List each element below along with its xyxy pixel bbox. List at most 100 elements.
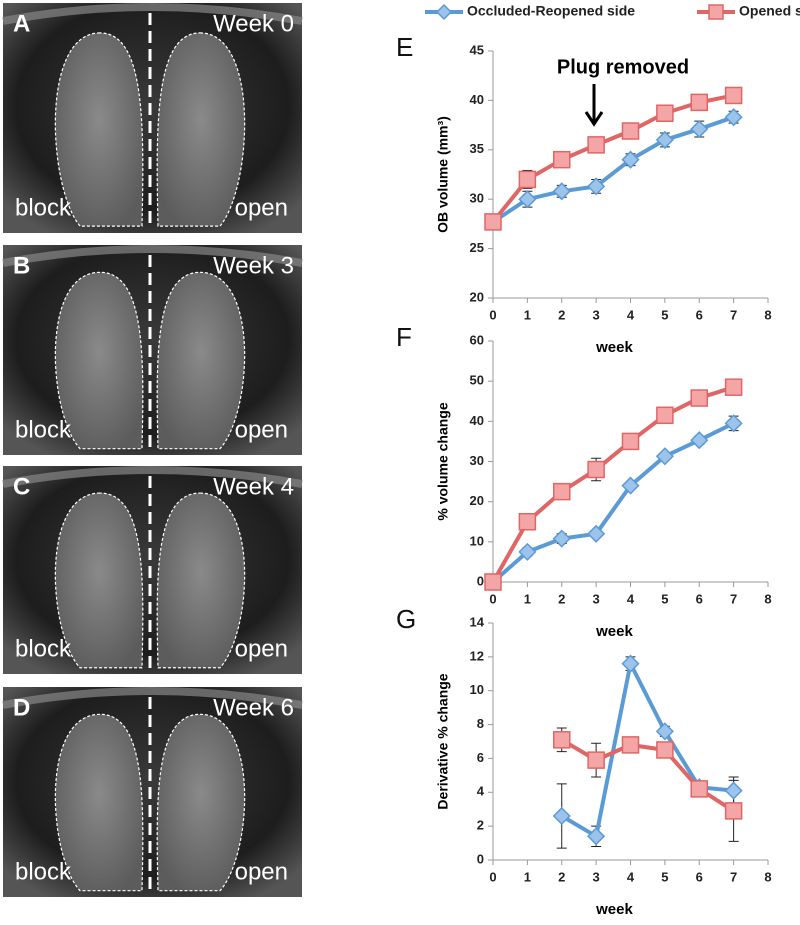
- y-tick-label: 35: [470, 141, 484, 156]
- side-label: open: [235, 635, 288, 662]
- y-tick-label: 20: [470, 493, 484, 508]
- marker: [552, 182, 571, 201]
- marker: [552, 529, 571, 548]
- annotation-arrow: [584, 84, 604, 127]
- image-panel: B Week 3 block open: [2, 245, 303, 455]
- x-axis-label: week: [595, 623, 633, 640]
- marker: [724, 781, 743, 800]
- y-tick-label: 4: [477, 784, 485, 799]
- y-tick-label: 60: [470, 332, 484, 347]
- y-tick-label: 40: [470, 413, 484, 428]
- marker: [690, 780, 708, 798]
- mri-background: [3, 3, 302, 233]
- x-tick-label: 8: [764, 869, 771, 884]
- x-tick-label: 7: [730, 307, 737, 322]
- y-axis-label: Derivative % change: [435, 673, 451, 809]
- x-tick-label: 3: [593, 591, 600, 606]
- legend-label: Occluded-Reopened side: [467, 3, 635, 19]
- y-tick-label: 14: [470, 614, 485, 629]
- x-tick-label: 2: [558, 869, 565, 884]
- marker: [553, 150, 571, 169]
- marker: [656, 406, 674, 425]
- side-label: block: [15, 858, 72, 885]
- marker: [621, 654, 640, 673]
- legend-marker: [435, 3, 453, 21]
- marker: [724, 108, 743, 127]
- marker: [553, 482, 571, 501]
- marker: [621, 150, 640, 169]
- week-label: Week 6: [213, 694, 294, 721]
- y-tick-label: 30: [470, 191, 484, 206]
- x-tick-label: 6: [696, 591, 703, 606]
- week-label: Week 0: [213, 10, 294, 37]
- y-tick-label: 0: [477, 851, 484, 866]
- panel-letter: C: [13, 473, 30, 500]
- panel-letter: F: [396, 322, 412, 352]
- panel-letter: B: [13, 252, 30, 279]
- x-tick-label: 6: [696, 869, 703, 884]
- x-tick-label: 0: [489, 591, 496, 606]
- y-tick-label: 2: [477, 818, 484, 833]
- x-tick-label: 1: [524, 591, 531, 606]
- x-tick-label: 0: [489, 869, 496, 884]
- marker: [621, 432, 640, 451]
- series-line: [560, 661, 734, 839]
- marker: [655, 130, 674, 149]
- marker: [587, 524, 606, 543]
- x-tick-label: 3: [593, 869, 600, 884]
- y-tick-label: 12: [470, 648, 484, 663]
- week-label: Week 3: [213, 252, 294, 279]
- x-tick-label: 3: [593, 307, 600, 322]
- y-tick-label: 10: [470, 533, 484, 548]
- annotation: Plug removed: [557, 56, 689, 78]
- x-tick-label: 4: [627, 591, 635, 606]
- y-axis-label: OB volume (mm³): [435, 116, 451, 233]
- mri-skull-band: [2, 466, 303, 488]
- marker: [724, 378, 743, 396]
- y-tick-label: 0: [477, 573, 484, 588]
- x-tick-label: 1: [524, 307, 531, 322]
- side-label: open: [235, 416, 288, 443]
- image-panel: C Week 4 block open: [2, 466, 303, 674]
- y-tick-label: 25: [470, 240, 484, 255]
- marker: [553, 731, 571, 749]
- marker: [552, 806, 571, 826]
- mri-background: [3, 687, 302, 897]
- x-tick-label: 6: [696, 307, 703, 322]
- marker: [655, 722, 674, 741]
- marker: [621, 736, 640, 754]
- marker: [518, 170, 537, 189]
- marker: [656, 104, 674, 122]
- marker: [690, 119, 709, 139]
- image-panel: A Week 0 block open: [2, 3, 303, 233]
- marker: [587, 827, 606, 846]
- marker: [724, 414, 743, 433]
- panel-letter: E: [396, 32, 413, 62]
- marker: [690, 93, 708, 112]
- marker: [724, 802, 743, 820]
- marker: [587, 460, 605, 479]
- x-tick-label: 2: [558, 591, 565, 606]
- y-axis-label: % volume change: [435, 402, 451, 520]
- marker: [656, 741, 674, 759]
- olfactory-bulb: [156, 32, 246, 227]
- marker: [655, 447, 674, 466]
- x-tick-label: 4: [627, 869, 635, 884]
- image-panel: D Week 6 block open: [2, 687, 303, 897]
- y-tick-label: 20: [470, 289, 484, 304]
- x-tick-label: 1: [524, 869, 531, 884]
- x-tick-label: 2: [558, 307, 565, 322]
- x-tick-label: 5: [661, 307, 668, 322]
- y-tick-label: 40: [470, 92, 484, 107]
- marker: [518, 542, 537, 561]
- side-label: block: [15, 416, 72, 443]
- x-tick-label: 5: [661, 869, 668, 884]
- marker: [484, 573, 502, 591]
- mri-skull-band: [2, 245, 303, 267]
- olfactory-bulb: [156, 713, 246, 892]
- x-axis-label: week: [595, 339, 633, 356]
- marker: [587, 751, 605, 769]
- y-tick-label: 50: [470, 373, 484, 388]
